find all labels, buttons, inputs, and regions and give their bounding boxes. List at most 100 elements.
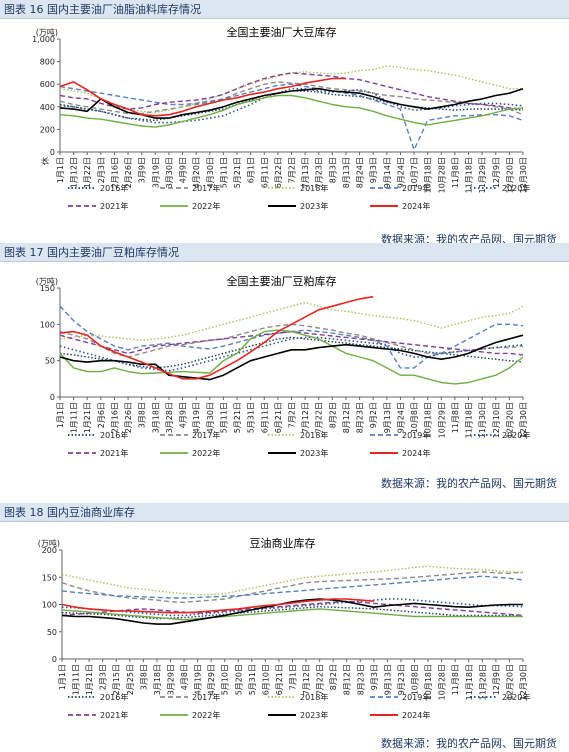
series-line-2020 [59,336,524,372]
x-tick-label: 3月30日 [165,157,174,188]
x-tick-label: 2月16日 [110,402,119,433]
chart-title: 全国主要油厂大豆库存 [227,25,337,39]
legend-label: 2020年 [502,692,530,702]
x-tick-label: 3月29日 [166,664,175,695]
x-tick-label: 5月31日 [247,402,256,433]
x-tick-label: 2月26日 [124,157,133,188]
x-tick-label: 8月24日 [356,157,365,188]
legend-label: 2016年 [100,692,128,702]
series-line-2016 [59,336,524,369]
x-tick-label: 10月7日 [410,157,419,188]
legend-label: 2017年 [192,183,220,193]
series-line-2017 [61,571,524,603]
x-tick-label: 12月9日 [492,664,501,695]
x-tick-label: 11月18日 [465,402,474,438]
legend-label: 2017年 [192,430,220,440]
x-tick-label: 3月18日 [153,664,162,695]
y-tick-label: 0 [50,393,55,402]
x-tick-label: 7月2日 [288,157,297,183]
x-tick-label: 3月8日 [139,664,148,690]
legend-label: 2020年 [502,183,530,193]
x-tick-label: 8月2日 [328,402,337,428]
x-tick-label: 8月13日 [342,157,351,188]
x-tick-label: 4月20日 [192,157,201,188]
x-tick-label: 4月9日 [179,402,188,428]
legend-label: 2019年 [402,183,430,193]
x-tick-label: 3月8日 [138,402,147,428]
x-tick-label: 8月23日 [356,402,365,433]
x-tick-label: 8月2日 [329,664,338,690]
chart-title: 全国主要油厂豆粕库存 [227,274,337,288]
figure-title: 图表 16 国内主要油厂油脂油料库存情况 [4,3,201,16]
x-tick-label: 9月2日 [369,402,378,428]
x-tick-label: 5月21日 [233,157,242,188]
x-tick-label: 7月12日 [301,402,310,433]
x-tick-label: 9月24日 [396,157,405,188]
x-tick-label: 12月20日 [505,157,514,193]
x-tick-label: 11月8日 [451,402,460,433]
x-tick-label: 11月18日 [465,664,474,700]
x-tick-label: 6月21日 [274,402,283,433]
chart-soymeal-inventory: 全国主要油厂豆粕库存 (万吨) 0 50 100 150 1月1日 1月11日 1月21日 2月6… [36,274,531,458]
x-tick-label: 11月28日 [478,664,487,700]
x-tick-label: 7月22日 [316,664,325,695]
y-tick-label: 150 [42,573,57,582]
x-tick-label: 4月8日 [180,664,189,690]
x-tick-label: 7月22日 [315,402,324,433]
x-tick-label: 3月28日 [165,402,174,433]
x-tick-label: 9月3日 [370,664,379,690]
x-tick-label: 1月11日 [72,664,81,695]
x-tick-label: 8月12日 [343,664,352,695]
x-tick-label: 3月19日 [151,157,160,188]
legend-label: 2019年 [402,430,430,440]
x-tick-label: 10月28日 [438,664,447,700]
y-tick-label: 200 [42,546,57,555]
legend-label: 2016年 [100,430,128,440]
legend-label: 2018年 [300,430,328,440]
source-note: 数据来源：我的农产品网、国元期货 [381,233,557,246]
legend-label: 2023年 [300,201,328,211]
x-tick-label: 2月25日 [126,664,135,695]
y-tick-label: 400 [40,103,55,112]
legend-label: 2023年 [300,710,328,720]
y-unit-label: (万吨) [38,538,60,548]
x-tick-label: 1月1日 [56,157,65,183]
chart-soyoil-commercial-inventory: 豆油商业库存 (万吨) 0 50 100 150 200 1月1日 1月11日 1月21日 2月3日… [38,536,531,720]
x-tick-label: 9月14日 [383,157,392,188]
source-note: 数据来源：我的农产品网、国元期货 [381,477,557,490]
y-tick-label: 600 [40,80,55,89]
x-tick-label: 3月9日 [138,157,147,183]
series-line-2017 [59,81,524,116]
series-line-2019 [59,305,524,369]
legend-label: 2018年 [300,692,328,702]
x-tick-label: 9月3日 [369,157,378,183]
x-tick-label: 10月18日 [424,664,433,700]
x-tick-label: 6月11日 [260,157,269,188]
x-tick-label: 7月23日 [315,157,324,188]
x-tick-label: 11月8日 [451,157,460,188]
x-tick-label: 2月16日 [110,157,119,188]
x-tick-label: 12月10日 [492,402,501,438]
x-tick-label: 2月6日 [97,402,106,428]
y-tick-label: 800 [40,58,55,67]
source-note: 数据来源：我的农产品网、国元期货 [381,737,557,750]
x-tick-label: 7月13日 [301,157,310,188]
x-tick-label: 10月8日 [411,664,420,695]
y-unit-label: (万吨) [36,276,58,286]
legend-label: 2024年 [402,201,430,211]
x-tick-label: 10月8日 [410,402,419,433]
series-line-2023 [59,334,524,381]
x-tick-label: 12月20日 [505,664,514,700]
series-line-2019 [59,83,524,151]
y-tick-label: 150 [40,284,55,293]
x-tick-label: 2月3日 [97,157,106,183]
series-line-2022 [59,94,524,128]
legend-label: 2021年 [100,710,128,720]
x-tick-label: 2月26日 [124,402,133,433]
x-tick-label: 12月30日 [519,664,528,700]
x-tick-label: 1月21日 [83,402,92,433]
x-tick-label: 6月22日 [274,157,283,188]
figure-header-2: 图表 17 国内主要油厂豆粕库存情况 [0,243,569,262]
series-line-2018 [59,301,524,341]
series-line-2018 [59,65,523,114]
